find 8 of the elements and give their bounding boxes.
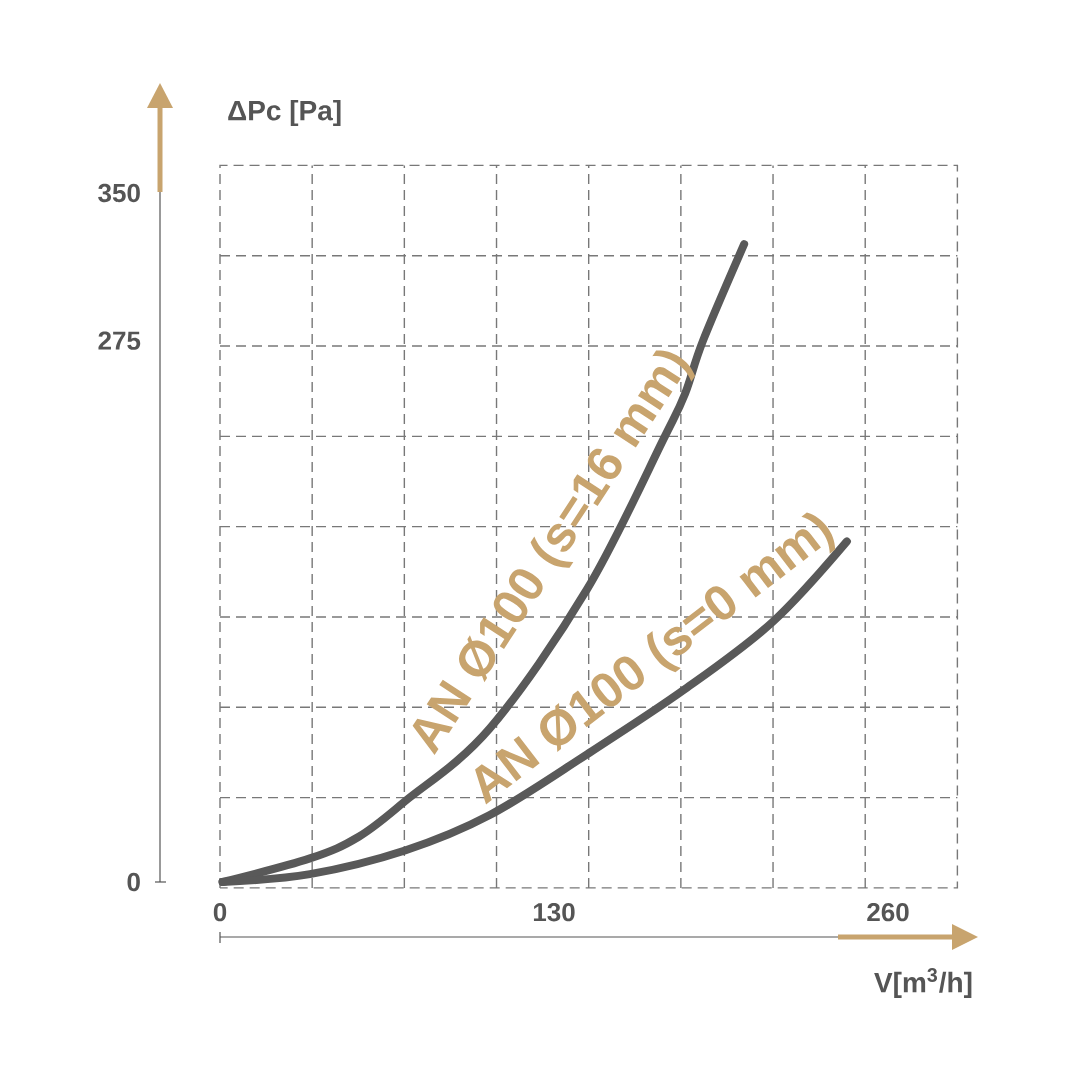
x-axis-title: V[m$^{3}$/h] — [874, 968, 972, 998]
x-tick-label: 0 — [213, 902, 227, 922]
x-tick-label: 130 — [533, 902, 575, 922]
x-tick-label: 260 — [867, 902, 909, 922]
y-axis-title: ΔPc [Pa] — [228, 99, 341, 127]
y-tick-label: 350 — [98, 183, 140, 203]
y-tick-label: 275 — [98, 331, 141, 350]
y-tick-label: 0 — [127, 872, 140, 892]
